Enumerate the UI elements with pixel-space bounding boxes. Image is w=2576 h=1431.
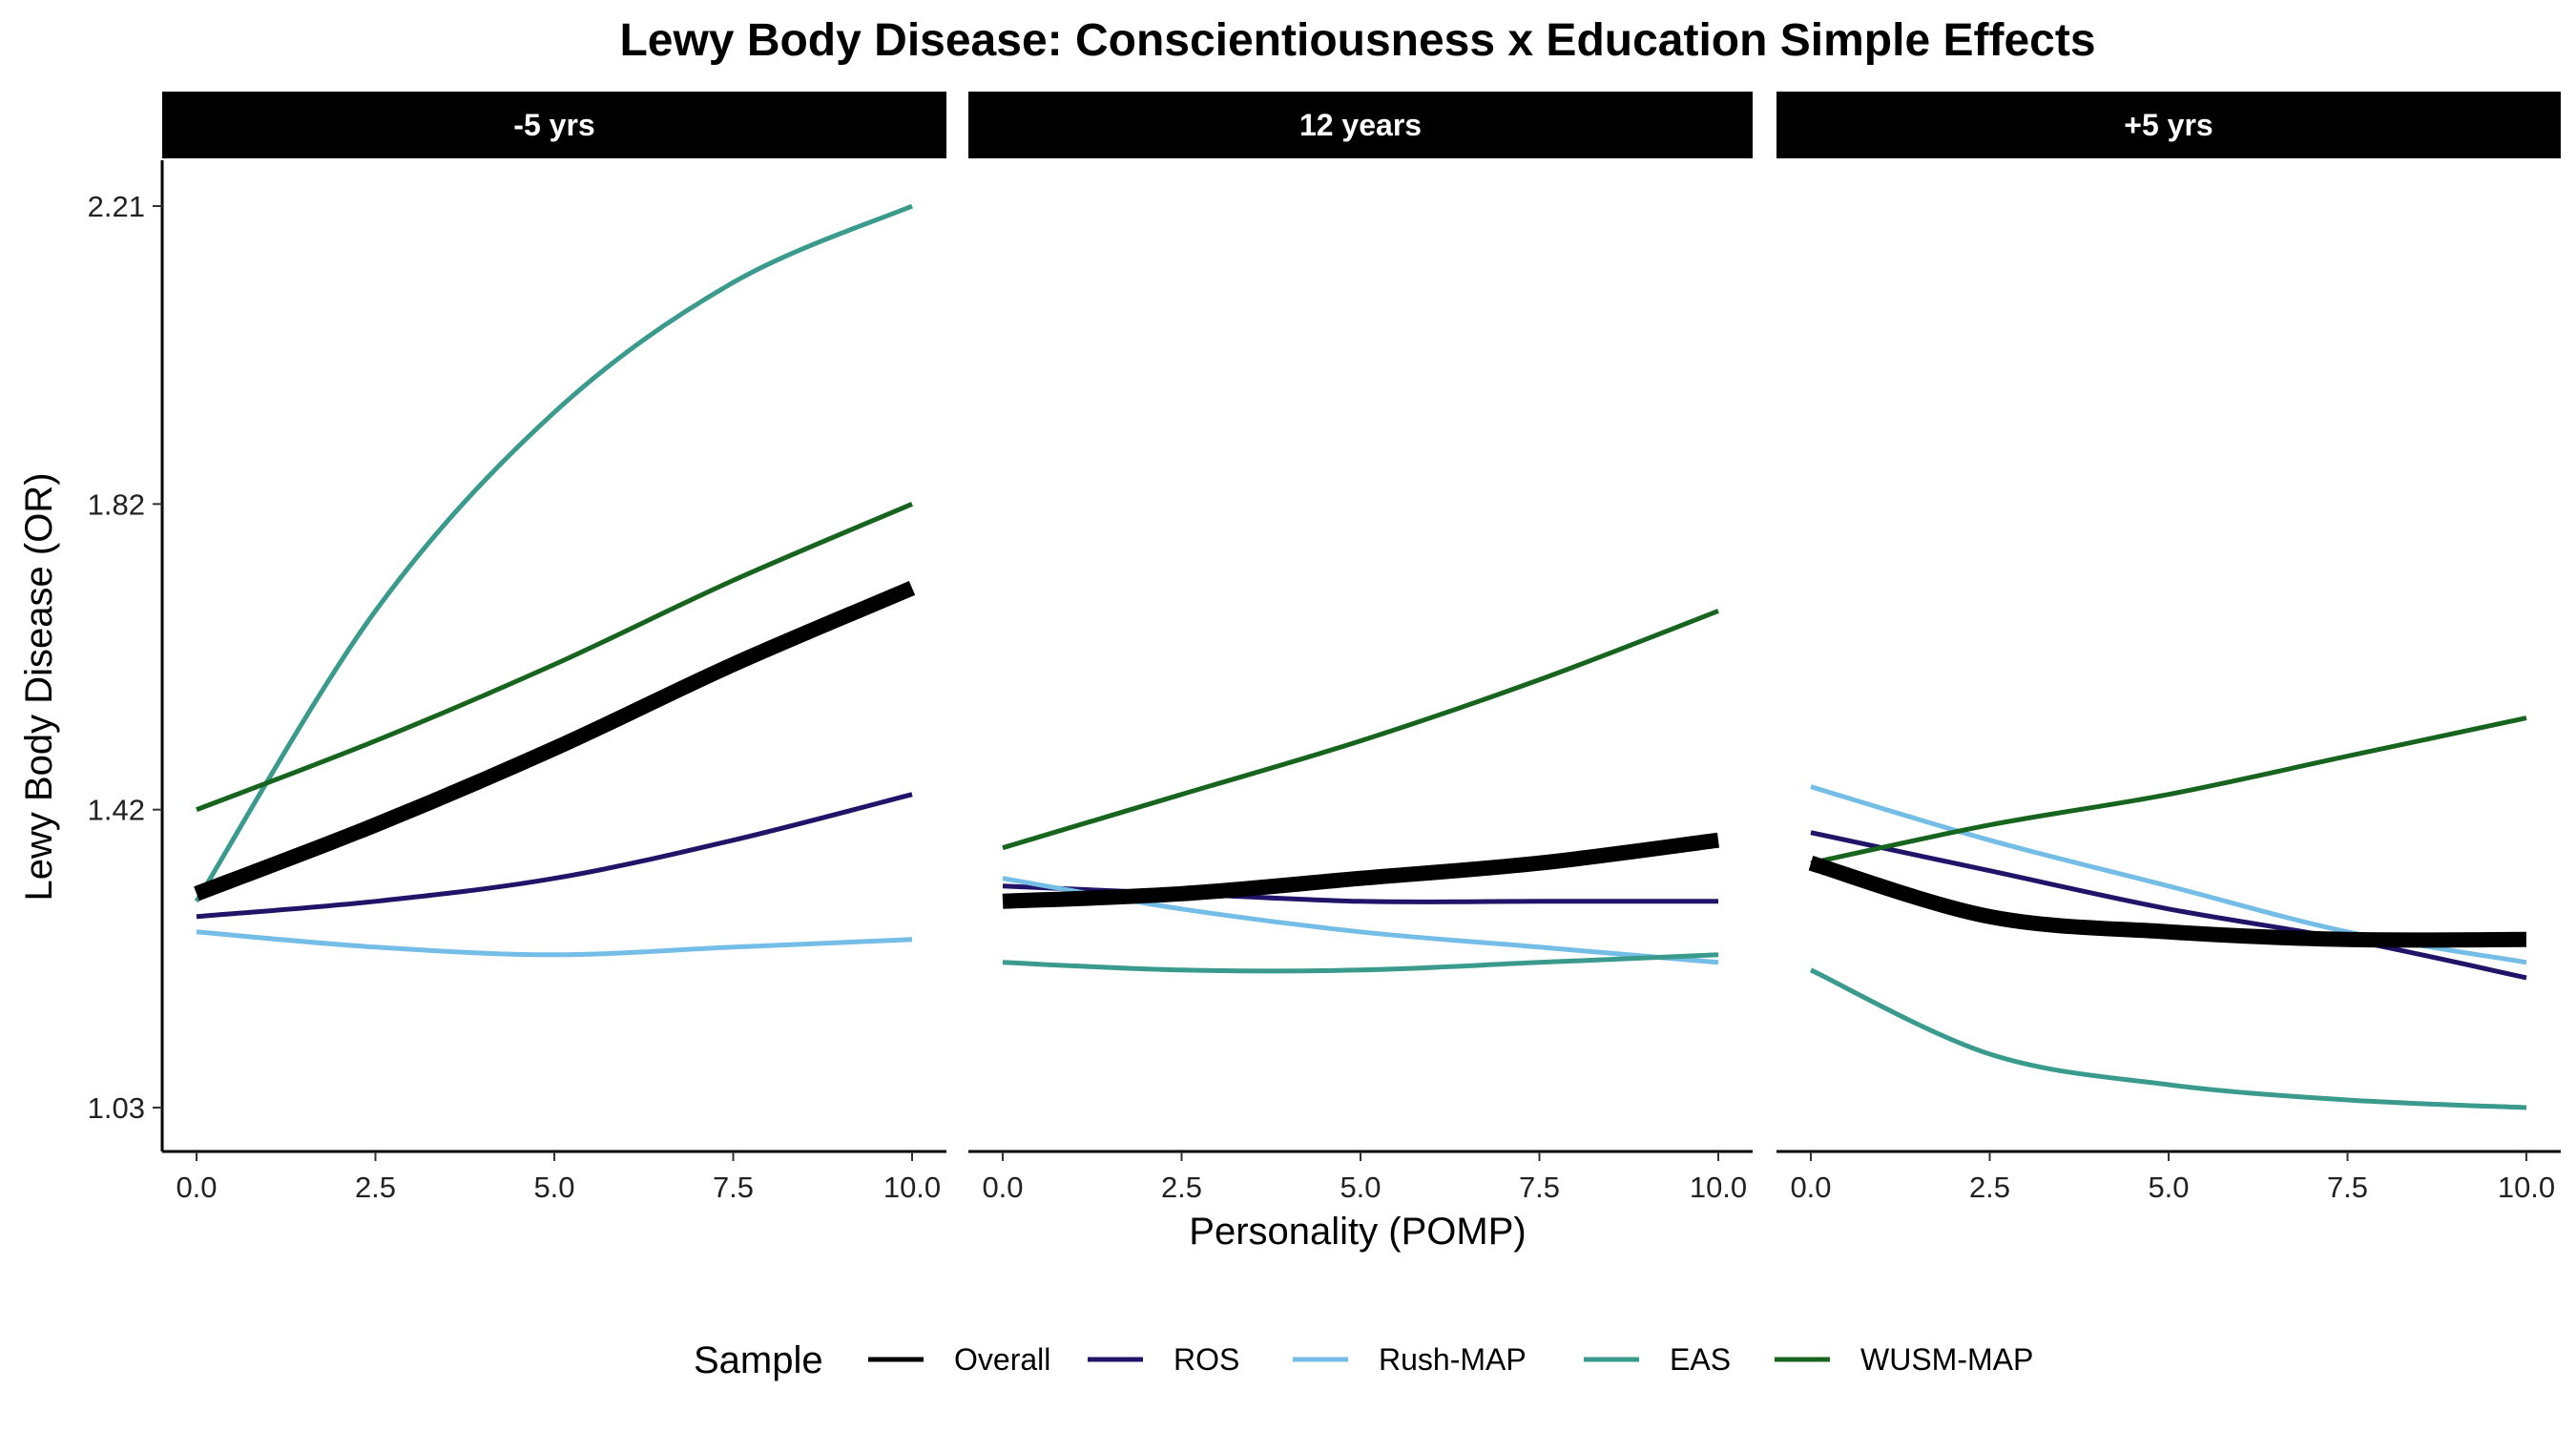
series-line-wusm-map	[196, 502, 913, 813]
series-line-eas	[194, 203, 913, 903]
chart-title: Lewy Body Disease: Conscientiousness x E…	[619, 15, 2095, 66]
x-tick-label: 0.0	[1790, 1171, 1831, 1204]
x-tick-label: 7.5	[1519, 1171, 1560, 1204]
x-tick-label: 2.5	[1161, 1171, 1202, 1204]
x-tick-label: 0.0	[176, 1171, 217, 1204]
series-line-rush-map	[196, 929, 913, 958]
y-tick-label: 1.42	[88, 794, 145, 827]
legend-title: Sample	[694, 1339, 823, 1381]
legend-label-wusm-map: WUSM-MAP	[1860, 1342, 2033, 1377]
legend-label-eas: EAS	[1670, 1342, 1731, 1377]
x-tick-label: 0.0	[982, 1171, 1023, 1204]
x-tick-label: 5.0	[533, 1171, 574, 1204]
y-tick-label: 1.03	[88, 1091, 145, 1125]
series-line-wusm-map	[1002, 609, 1719, 851]
x-tick-label: 7.5	[713, 1171, 754, 1204]
facet-strip-5-yrs	[162, 92, 946, 158]
facet-strip-5-yrs	[1776, 92, 2561, 158]
y-tick-label: 1.82	[88, 487, 145, 521]
facet-strip-label: 12 years	[1299, 108, 1422, 142]
series-line-wusm-map	[1810, 716, 2527, 866]
x-tick-label: 10.0	[2498, 1171, 2555, 1204]
panel-5-yrs: +5 yrs 0.0 2.5 5.0 7.5 10.0	[1776, 92, 2561, 1204]
x-axis-title: Personality (POMP)	[1189, 1211, 1526, 1253]
legend-label-overall: Overall	[954, 1342, 1050, 1377]
x-tick-label: 7.5	[2327, 1171, 2368, 1204]
x-tick-label: 10.0	[1690, 1171, 1747, 1204]
x-tick-label: 5.0	[1340, 1171, 1381, 1204]
y-tick-label: 2.21	[88, 190, 145, 223]
panel-5-yrs: -5 yrs 1.03 1.42 1.82 2.21 0.0 2.5 5.0 7.5 10.0	[88, 92, 946, 1204]
legend-label-ros: ROS	[1174, 1342, 1239, 1377]
series-line-ros	[1810, 830, 2527, 981]
x-tick-label: 2.5	[1969, 1171, 2010, 1204]
series-line-overall	[1808, 856, 2527, 948]
panel-12-years: 12 years 0.0 2.5 5.0 7.5 10.0	[968, 92, 1753, 1204]
facet-strip-label: +5 yrs	[2124, 108, 2212, 142]
series-line-overall	[194, 581, 916, 902]
x-tick-label: 5.0	[2148, 1171, 2189, 1204]
series-line-overall	[1002, 832, 1720, 909]
series-line-eas	[1809, 967, 2527, 1110]
legend: Sample Overall ROS Rush-MAP EAS WUSM-MAP	[694, 1339, 2033, 1381]
facet-strip-12-years	[968, 92, 1753, 158]
facet-strip-label: -5 yrs	[513, 108, 594, 142]
legend-label-rush-map: Rush-MAP	[1379, 1342, 1527, 1377]
series-line-ros	[196, 792, 913, 920]
x-tick-label: 10.0	[883, 1171, 941, 1204]
x-tick-label: 2.5	[355, 1171, 396, 1204]
y-axis-title: Lewy Body Disease (OR)	[18, 472, 60, 901]
series-line-eas	[1002, 952, 1719, 974]
